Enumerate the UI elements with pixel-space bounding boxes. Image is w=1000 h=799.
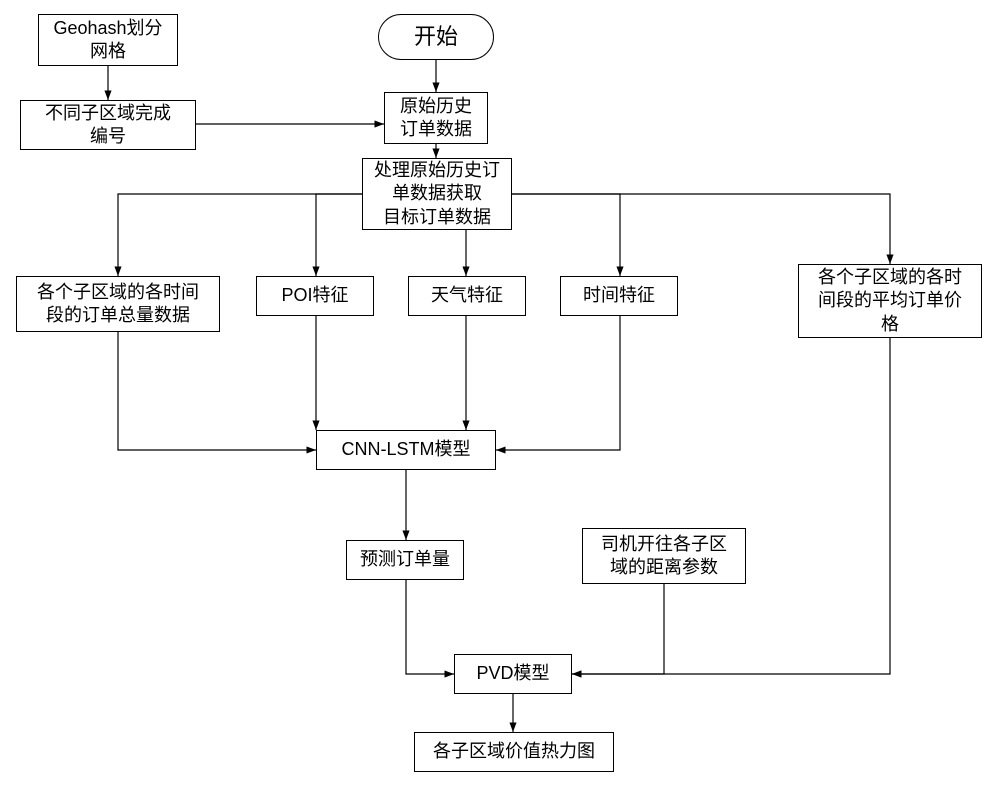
edge-process-ordertotal [118, 194, 362, 276]
node-driverdist: 司机开往各子区域的距离参数 [582, 528, 746, 584]
edge-process-avgprice [512, 194, 890, 264]
node-label: 不同子区域完成编号 [45, 102, 171, 149]
node-avgprice: 各个子区域的各时间段的平均订单价格 [798, 264, 982, 338]
node-heatmap: 各子区域价值热力图 [414, 732, 614, 772]
node-label: 处理原始历史订单数据获取目标订单数据 [374, 159, 500, 229]
edge-predict-pvd [406, 580, 454, 674]
node-weather: 天气特征 [408, 276, 526, 316]
node-label: 各子区域价值热力图 [433, 740, 595, 763]
node-label: Geohash划分网格 [53, 17, 162, 64]
node-label: 原始历史订单数据 [400, 95, 472, 142]
node-label: 各个子区域的各时间段的平均订单价格 [818, 266, 962, 336]
node-label: 开始 [414, 23, 458, 52]
node-label: 时间特征 [583, 284, 655, 307]
edge-avgprice-pvd [572, 338, 890, 674]
node-label: CNN-LSTM模型 [342, 438, 471, 461]
node-predict: 预测订单量 [346, 540, 464, 580]
node-pvd: PVD模型 [454, 654, 572, 694]
edge-time-cnnlstm [496, 316, 620, 450]
node-label: 天气特征 [431, 284, 503, 307]
node-label: 各个子区域的各时间段的订单总量数据 [37, 281, 199, 328]
node-poi: POI特征 [256, 276, 374, 316]
node-subregion: 不同子区域完成编号 [20, 100, 196, 150]
flowchart-canvas: Geohash划分网格不同子区域完成编号 开始原始历史订单数据处理原始历史订单数据… [0, 0, 1000, 799]
node-rawdata: 原始历史订单数据 [384, 92, 488, 144]
node-time: 时间特征 [560, 276, 678, 316]
node-label: POI特征 [281, 284, 348, 307]
node-cnnlstm: CNN-LSTM模型 [316, 430, 496, 470]
node-geohash: Geohash划分网格 [38, 14, 178, 66]
node-ordertotal: 各个子区域的各时间段的订单总量数据 [16, 276, 220, 332]
edge-process-poi [316, 194, 362, 276]
node-label: PVD模型 [476, 662, 549, 685]
node-label: 司机开往各子区域的距离参数 [601, 533, 727, 580]
node-start: 开始 [378, 14, 494, 60]
edge-ordertotal-cnnlstm [118, 332, 316, 450]
node-label: 预测订单量 [360, 548, 450, 571]
node-process: 处理原始历史订单数据获取目标订单数据 [362, 158, 512, 230]
edge-driverdist-pvd [572, 584, 664, 674]
edge-process-time [512, 194, 620, 276]
